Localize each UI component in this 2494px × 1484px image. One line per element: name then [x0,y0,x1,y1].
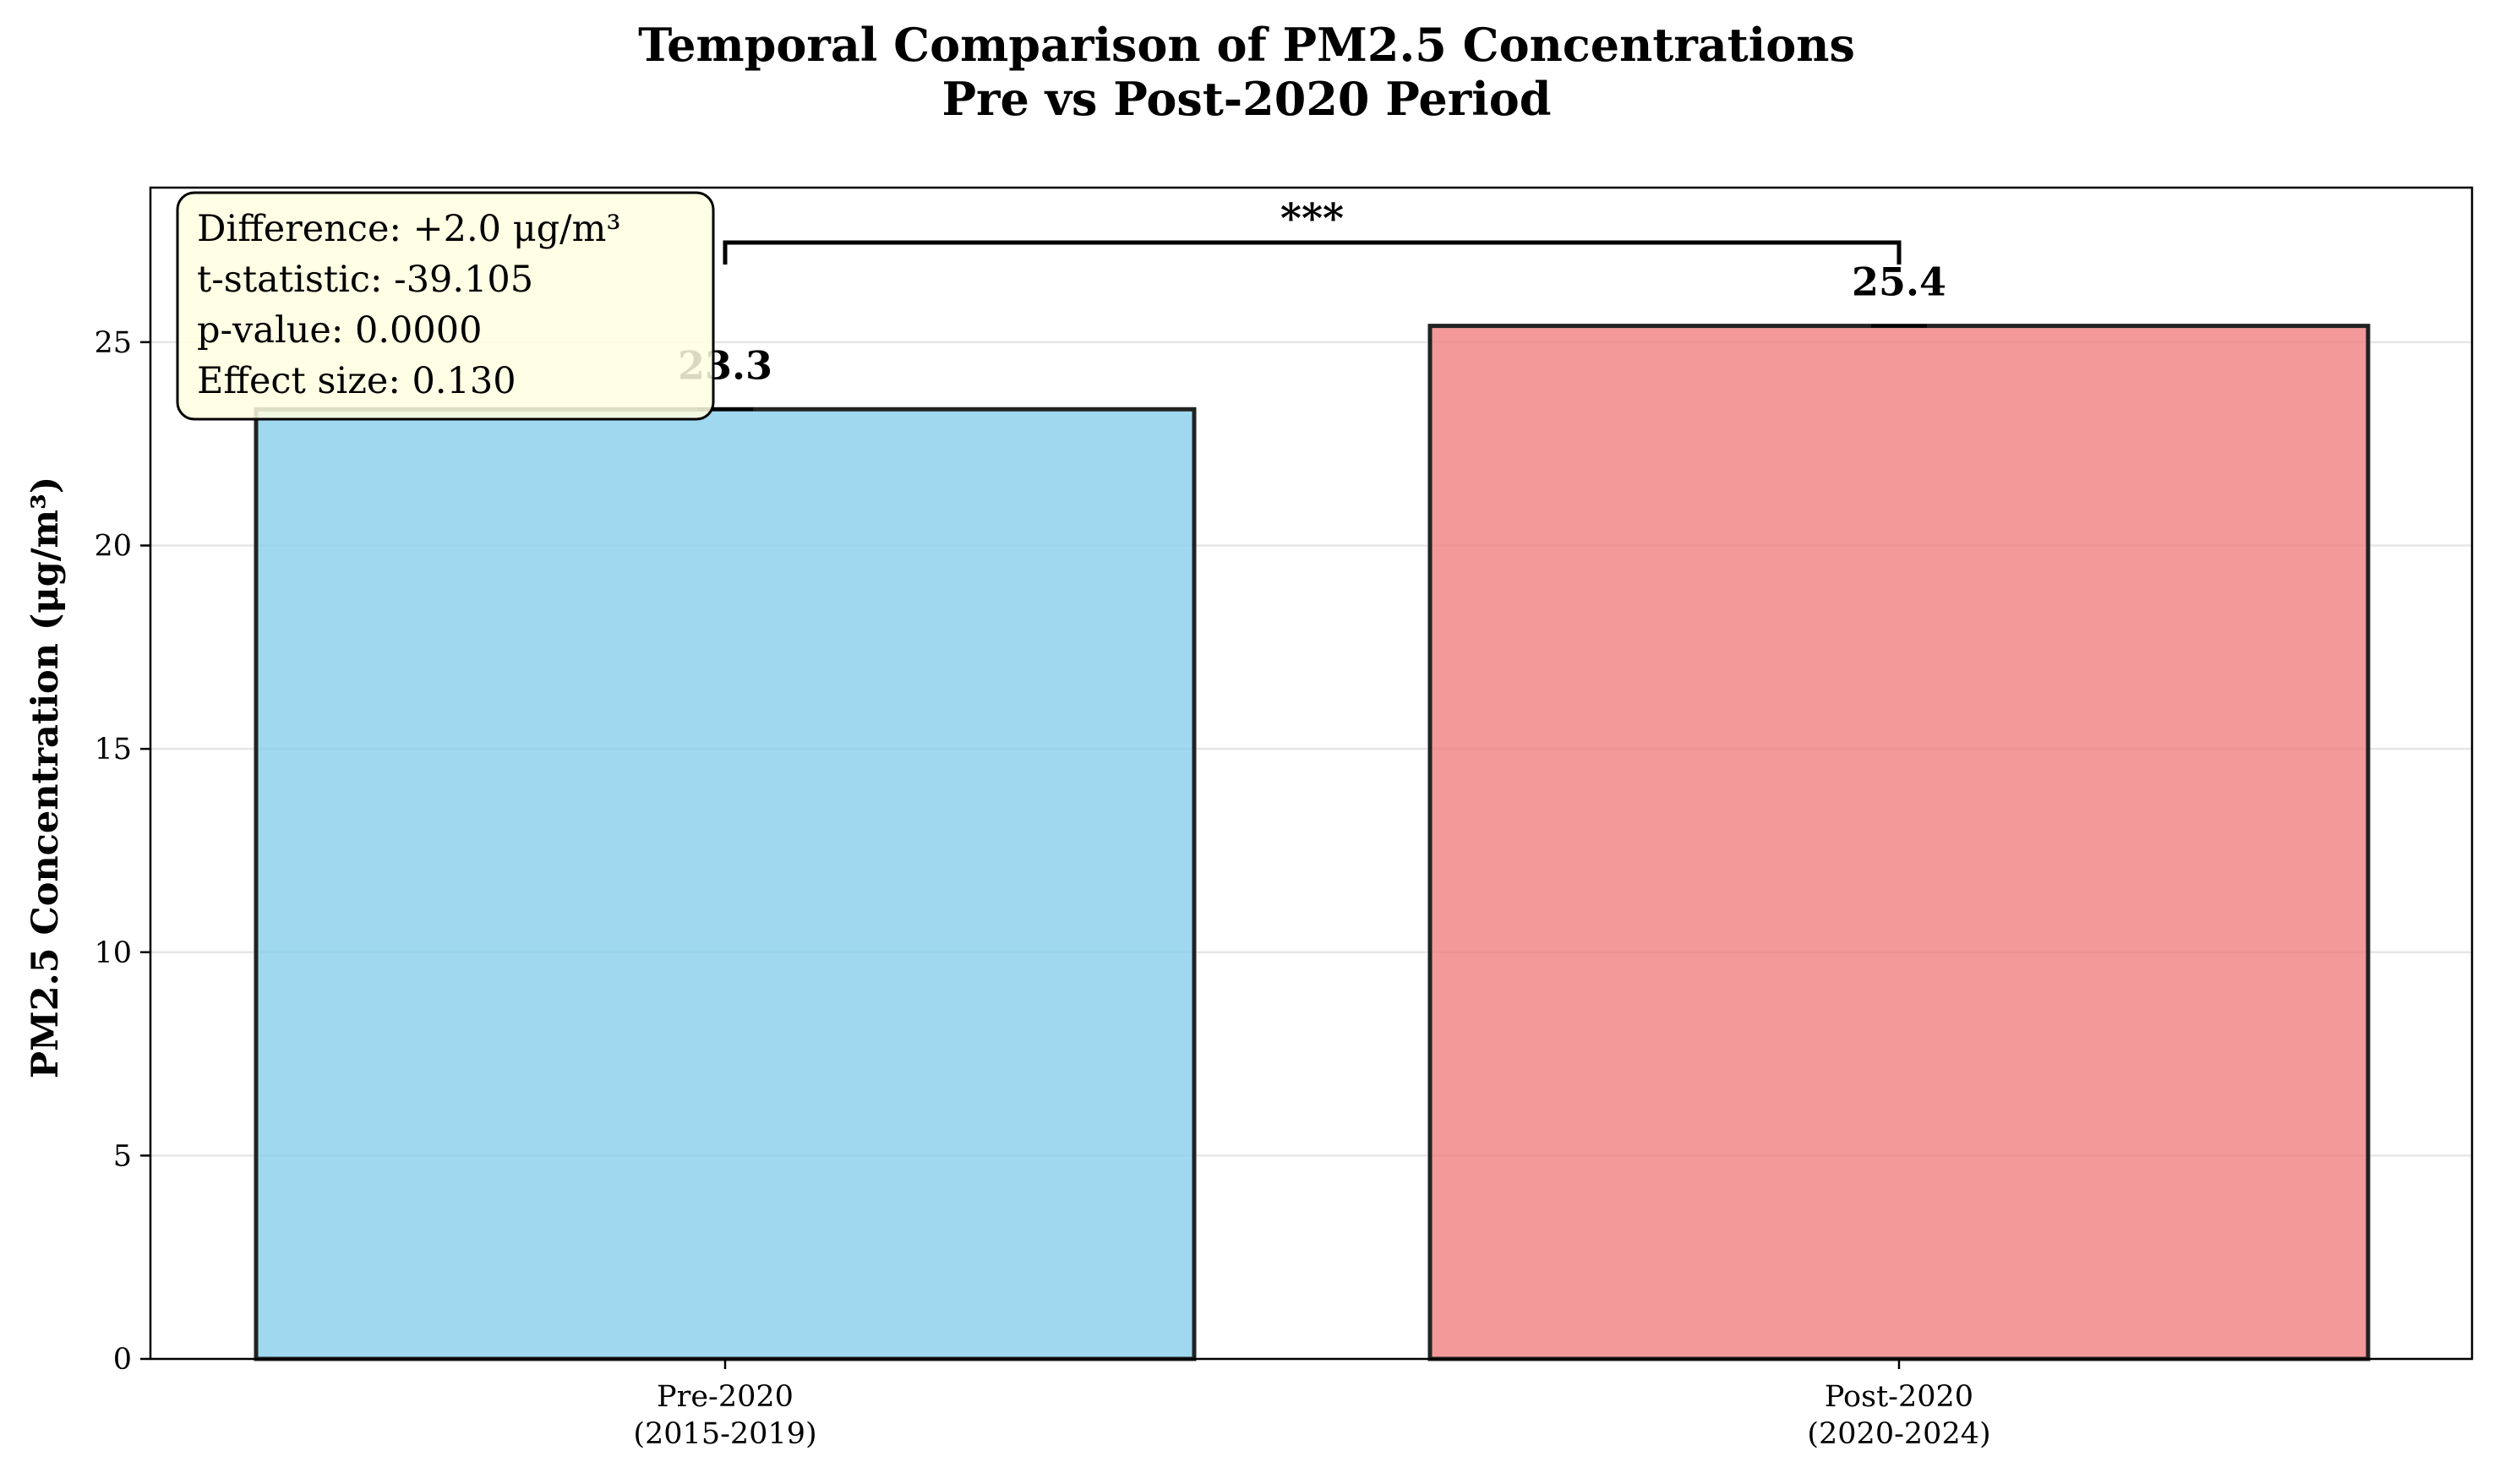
y-tick-label-15: 15 [94,733,132,767]
chart-title-line-2: Pre vs Post-2020 Period [941,72,1551,126]
stats-box: Difference: +2.0 μg/m³ t-statistic: -39.1… [176,191,715,421]
bar-2 [1427,324,2371,1361]
stats-line-2: t-statistic: -39.105 [197,259,533,301]
x-ticks: Pre-2020(2015-2019) Post-2020(2020-2024) [633,1359,1991,1451]
stats-box-background [176,191,715,421]
significance-line [723,240,1902,265]
value-label-2: 25.4 [1852,259,1946,305]
significance-bracket: *** [723,195,1902,265]
plot-frame [149,186,2474,1361]
y-axis-label: PM2.5 Concentration (μg/m³) [25,477,67,1078]
x-tick-label-1-line-1: Pre-2020 [657,1380,794,1414]
x-tick-label-2-line-2: (2020-2024) [1807,1417,1990,1451]
axes [149,186,2474,1361]
significance-label: *** [1280,195,1344,243]
y-tick-label-25: 25 [94,326,132,360]
stats-line-3: p-value: 0.0000 [197,309,483,352]
y-tick-label-10: 10 [94,936,132,970]
y-tick-label-20: 20 [94,530,132,564]
x-tick-label-2-line-1: Post-2020 [1825,1380,1973,1414]
stats-line-1: Difference: +2.0 μg/m³ [197,208,621,250]
y-tick-label-0: 0 [113,1343,132,1377]
bar-1 [254,406,1197,1361]
y-ticks: 0 5 10 15 20 25 [94,326,150,1377]
y-tick-label-5: 5 [113,1139,132,1173]
stats-line-4: Effect size: 0.130 [197,360,516,402]
chart-title-line-1: Temporal Comparison of PM2.5 Concentrati… [638,18,1855,72]
value-labels: 23.325.4 [678,259,1946,389]
chart-title: Temporal Comparison of PM2.5 Concentrati… [638,18,1855,126]
x-tick-label-1-line-2: (2015-2019) [633,1417,816,1451]
bars [254,324,2371,1361]
